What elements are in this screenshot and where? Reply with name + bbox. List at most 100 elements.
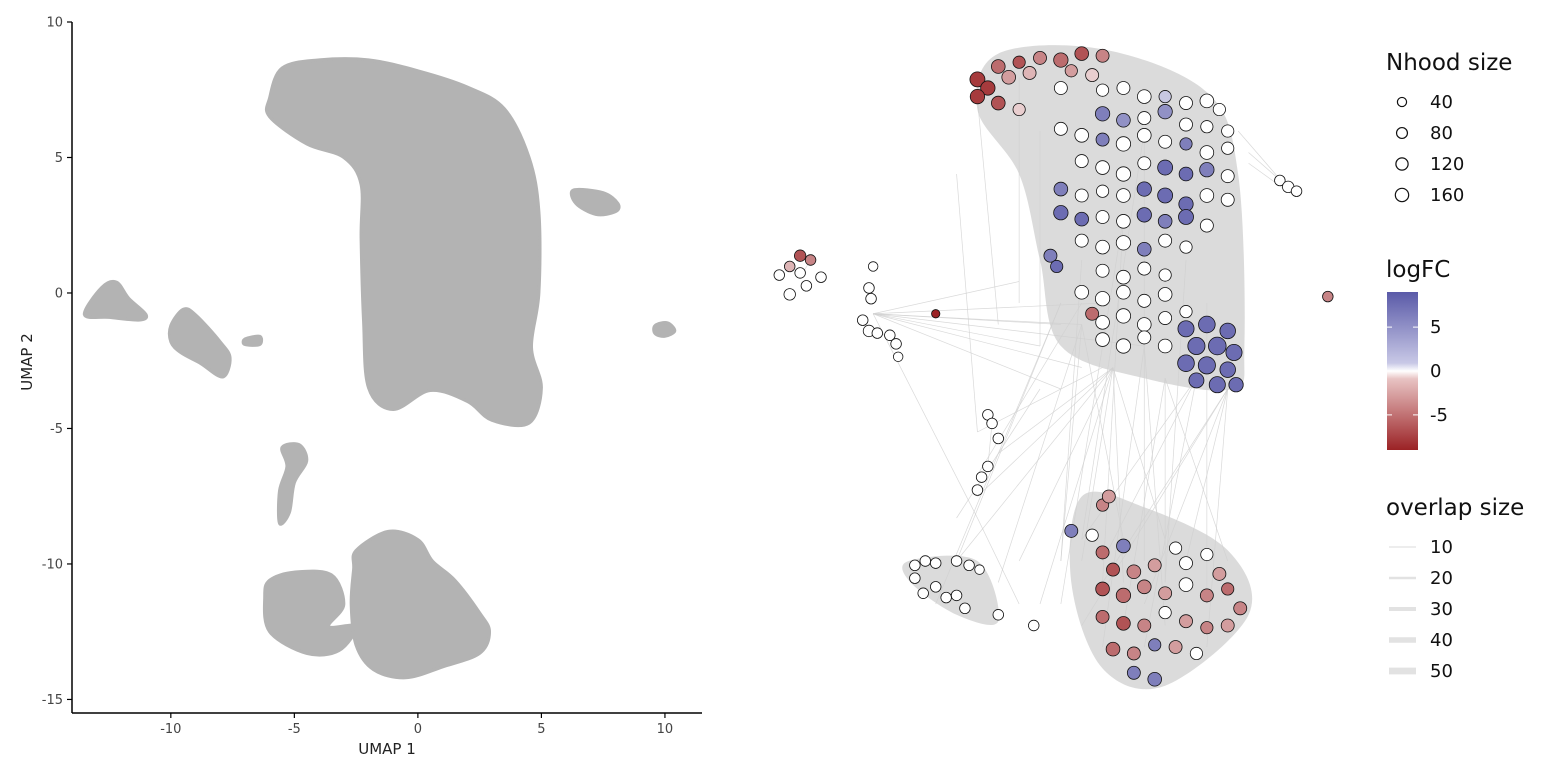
nhood-node xyxy=(773,269,785,281)
nhood-node xyxy=(1147,671,1162,687)
nhood-node xyxy=(1116,112,1131,128)
nhood-node xyxy=(1115,587,1132,603)
legend-overlap-size-label: 50 xyxy=(1430,661,1453,682)
nhood-node xyxy=(930,557,942,569)
nhood-node xyxy=(794,249,807,262)
nhood-node xyxy=(1220,169,1235,184)
nhood-node xyxy=(1115,338,1132,354)
y-tick-label: -15 xyxy=(42,693,63,708)
nhood-node xyxy=(1094,291,1111,307)
umap-clusters xyxy=(82,57,677,680)
nhood-node xyxy=(940,591,952,604)
nhood-node xyxy=(1012,55,1026,69)
y-tick-label: -5 xyxy=(50,422,63,437)
nhood-edge xyxy=(987,423,993,467)
nhood-node xyxy=(1012,102,1026,117)
nhood-edge xyxy=(1206,388,1229,648)
nhood-node xyxy=(1157,214,1173,229)
nhood-edge xyxy=(1143,345,1166,626)
nhood-node xyxy=(931,309,941,319)
umap-cluster-right-small-b xyxy=(652,321,677,338)
nhood-node xyxy=(800,280,813,292)
nhood-node xyxy=(1126,665,1141,680)
nhood-node xyxy=(1001,69,1016,85)
nhood-node xyxy=(1050,259,1064,273)
legend-nhood-size-label: 120 xyxy=(1430,154,1464,175)
y-axis-title: UMAP 2 xyxy=(18,333,36,391)
nhood-node xyxy=(1179,556,1193,571)
legend-nhood-size-label: 80 xyxy=(1430,123,1453,144)
nhood-node xyxy=(950,589,963,602)
nhood-edge xyxy=(1164,378,1229,562)
legend-overlap-size-label: 40 xyxy=(1430,630,1453,651)
nhood-node xyxy=(1158,311,1173,325)
nhood-node xyxy=(1105,641,1121,657)
legend-logfc-label: 0 xyxy=(1430,361,1441,382)
nhood-node xyxy=(1095,315,1110,330)
legend-logfc-title: logFC xyxy=(1386,257,1450,283)
nhood-node xyxy=(1095,581,1110,597)
legend-logfc: logFC 5 0 -5 xyxy=(1386,257,1450,450)
legend-nhood-size-title: Nhood size xyxy=(1386,50,1512,76)
nhood-nodes xyxy=(773,46,1334,687)
nhood-node xyxy=(1053,52,1069,68)
nhood-node xyxy=(959,602,971,614)
nhood-node xyxy=(1115,308,1132,324)
nhood-node xyxy=(1158,134,1173,149)
nhood-edge xyxy=(1081,378,1197,540)
nhood-node xyxy=(1137,618,1152,633)
nhood-node xyxy=(1095,239,1110,255)
nhood-edge xyxy=(873,313,1082,325)
nhood-edge xyxy=(872,313,978,519)
umap-cluster-left-c xyxy=(241,334,264,347)
nhood-edge xyxy=(977,98,999,325)
nhood-node xyxy=(1137,261,1152,276)
x-tick-label: -5 xyxy=(288,722,301,737)
nhood-node xyxy=(992,432,1004,445)
nhood-node xyxy=(1115,235,1132,251)
nhood-node xyxy=(890,338,902,350)
nhood-node xyxy=(1022,66,1037,80)
nhood-node xyxy=(982,460,994,473)
legend-nhood-size-key xyxy=(1394,187,1410,203)
nhood-node xyxy=(1116,284,1131,300)
nhood-node xyxy=(1157,338,1173,354)
nhood-edge xyxy=(956,173,978,433)
nhood-edge xyxy=(1018,367,1114,562)
y-tick-label: 5 xyxy=(55,151,63,166)
nhood-node xyxy=(909,572,921,584)
nhood-node xyxy=(1199,218,1214,233)
nhood-node xyxy=(1177,320,1195,338)
nhood-node xyxy=(1095,609,1110,624)
nhood-node xyxy=(950,555,963,567)
nhood-edge xyxy=(1143,378,1197,648)
nhood-edge xyxy=(997,324,1083,583)
nhood-node xyxy=(1147,558,1162,573)
nhood-node xyxy=(1116,214,1131,229)
nhood-node xyxy=(1197,356,1216,375)
nhood-node xyxy=(917,587,929,599)
nhood-node xyxy=(1074,128,1089,143)
nhood-node xyxy=(1064,523,1079,538)
nhood-edge xyxy=(873,313,1082,368)
nhood-node xyxy=(975,471,988,483)
nhood-node xyxy=(1126,564,1142,580)
nhood-node xyxy=(1074,233,1089,248)
nhood-node xyxy=(1274,174,1286,187)
nhood-node xyxy=(1179,117,1193,132)
nhood-node xyxy=(1053,205,1069,221)
nhood-node xyxy=(1221,582,1235,596)
nhood-edge xyxy=(1081,130,1145,540)
nhood-node xyxy=(892,351,904,362)
legend-overlap-size-label: 20 xyxy=(1430,568,1453,589)
umap-cluster-left-b xyxy=(167,307,232,379)
nhood-node xyxy=(919,555,931,567)
nhood-node xyxy=(1136,207,1152,223)
nhood-node xyxy=(1179,96,1193,110)
nhood-node xyxy=(1178,166,1194,182)
nhood-node xyxy=(1158,90,1172,104)
nhood-node xyxy=(1028,619,1040,632)
nhood-node xyxy=(1158,606,1172,620)
nhood-node xyxy=(1179,137,1193,151)
legend-nhood-size-label: 160 xyxy=(1430,185,1464,206)
